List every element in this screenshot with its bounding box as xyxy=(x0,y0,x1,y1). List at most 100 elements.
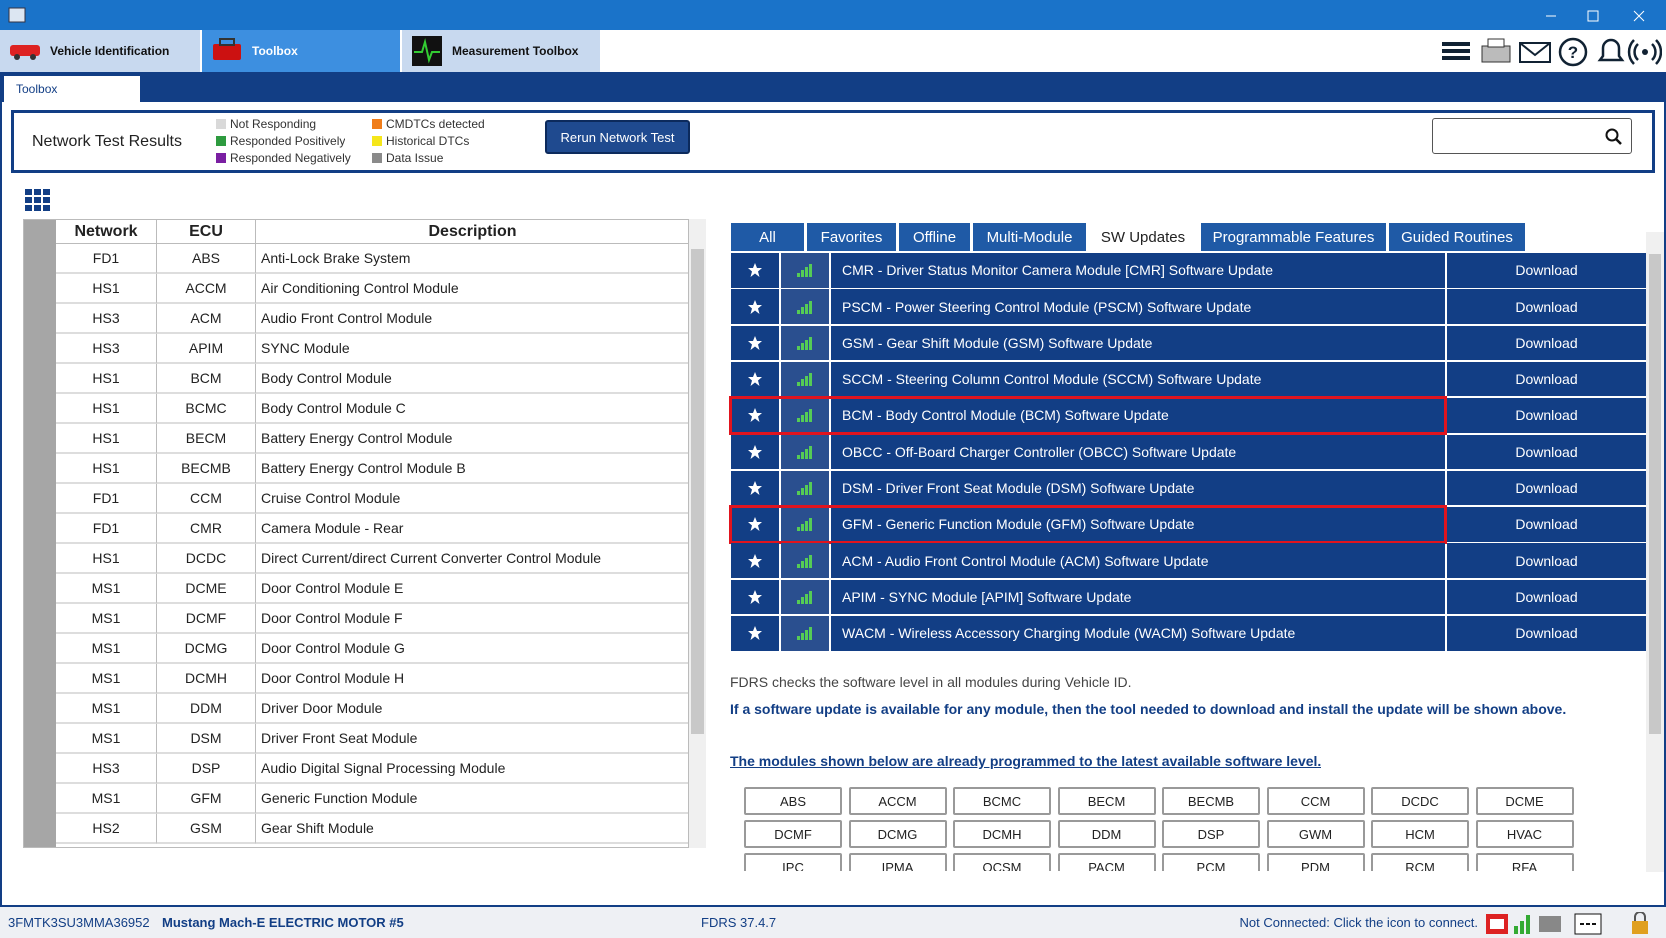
favorite-star[interactable] xyxy=(731,434,779,469)
status-icons[interactable] xyxy=(1485,912,1660,936)
info-link[interactable]: The modules shown below are already prog… xyxy=(730,753,1322,769)
search-box[interactable] xyxy=(1432,118,1632,154)
download-button[interactable]: Download xyxy=(1447,616,1646,651)
favorite-star[interactable] xyxy=(731,470,779,506)
module-button[interactable]: DSP xyxy=(1162,820,1260,848)
description[interactable]: Body Control Module xyxy=(256,364,688,394)
subtab[interactable]: Toolbox xyxy=(4,76,140,102)
update-name[interactable]: DSM - Driver Front Seat Module (DSM) Sof… xyxy=(831,470,1445,506)
description[interactable]: Cruise Control Module xyxy=(256,484,688,514)
page-scrollbar[interactable] xyxy=(1646,232,1664,872)
update-name[interactable]: PSCM - Power Steering Control Module (PS… xyxy=(831,289,1445,324)
download-button[interactable]: Download xyxy=(1447,543,1646,578)
column-header[interactable]: ECU xyxy=(157,220,256,244)
description[interactable]: Air Conditioning Control Module xyxy=(256,274,688,304)
description[interactable]: Camera Module - Rear xyxy=(256,514,688,544)
module-button[interactable]: ACCM xyxy=(848,787,947,815)
module-button[interactable]: DCMF xyxy=(744,820,842,848)
module-button[interactable]: DDM xyxy=(1057,820,1156,848)
module-button[interactable]: CCM xyxy=(1266,787,1365,815)
module-button[interactable]: HCM xyxy=(1371,820,1469,848)
module-button[interactable]: OCSM xyxy=(953,853,1051,871)
main-tab[interactable]: Toolbox xyxy=(202,30,400,72)
download-button[interactable]: Download xyxy=(1447,289,1646,324)
filter-tab[interactable]: Offline xyxy=(899,223,970,251)
module-button[interactable]: PACM xyxy=(1057,853,1156,871)
description[interactable]: Door Control Module F xyxy=(256,604,688,634)
download-button[interactable]: Download xyxy=(1447,507,1646,542)
update-name[interactable]: GFM - Generic Function Module (GFM) Soft… xyxy=(831,507,1445,542)
favorite-star[interactable] xyxy=(731,361,779,397)
download-button[interactable]: Download xyxy=(1447,325,1646,361)
favorite-star[interactable] xyxy=(731,289,779,324)
download-button[interactable]: Download xyxy=(1447,253,1646,288)
description[interactable]: Generic Function Module xyxy=(256,784,688,814)
scroll-thumb[interactable] xyxy=(691,249,704,734)
filter-tab[interactable]: Favorites xyxy=(807,223,896,251)
update-name[interactable]: SCCM - Steering Column Control Module (S… xyxy=(831,361,1445,397)
filter-tab[interactable]: SW Updates xyxy=(1089,223,1197,251)
description[interactable]: Audio Digital Signal Processing Module xyxy=(256,754,688,784)
filter-tab[interactable]: All xyxy=(731,223,804,251)
update-name[interactable]: BCM - Body Control Module (BCM) Software… xyxy=(831,398,1445,433)
description[interactable]: Direct Current/direct Current Converter … xyxy=(256,544,688,574)
update-name[interactable]: CMR - Driver Status Monitor Camera Modul… xyxy=(831,253,1445,288)
connection[interactable]: Not Connected: Click the icon to connect… xyxy=(1239,915,1478,930)
module-button[interactable]: IPMA xyxy=(848,853,947,871)
update-name[interactable]: WACM - Wireless Accessory Charging Modul… xyxy=(831,616,1445,651)
description[interactable]: Driver Front Seat Module xyxy=(256,724,688,754)
module-button[interactable]: BECM xyxy=(1057,787,1156,815)
module-button[interactable]: BCMC xyxy=(953,787,1051,815)
description[interactable]: Anti-Lock Brake System xyxy=(256,244,688,274)
download-button[interactable]: Download xyxy=(1447,579,1646,615)
module-button[interactable]: DCDC xyxy=(1371,787,1469,815)
description[interactable]: SYNC Module xyxy=(256,334,688,364)
description[interactable]: Battery Energy Control Module xyxy=(256,424,688,454)
favorite-star[interactable] xyxy=(731,579,779,615)
column-header[interactable]: Network xyxy=(56,220,157,244)
update-name[interactable]: ACM - Audio Front Control Module (ACM) S… xyxy=(831,543,1445,578)
module-button[interactable]: DCMG xyxy=(848,820,947,848)
download-button[interactable]: Download xyxy=(1447,361,1646,397)
update-name[interactable]: APIM - SYNC Module [APIM] Software Updat… xyxy=(831,579,1445,615)
description[interactable]: Driver Door Module xyxy=(256,694,688,724)
favorite-star[interactable] xyxy=(731,253,779,288)
description[interactable]: Door Control Module H xyxy=(256,664,688,694)
update-name[interactable]: OBCC - Off-Board Charger Controller (OBC… xyxy=(831,434,1445,469)
search-icon[interactable] xyxy=(1605,128,1623,146)
toolbar-icons[interactable]: ? xyxy=(1440,36,1662,68)
grid-icon[interactable] xyxy=(25,189,51,211)
module-button[interactable]: IPC xyxy=(744,853,842,871)
module-button[interactable]: DCMH xyxy=(953,820,1051,848)
main-tab[interactable]: Vehicle Identification xyxy=(0,30,200,72)
favorite-star[interactable] xyxy=(731,543,779,578)
description[interactable]: Door Control Module G xyxy=(256,634,688,664)
download-button[interactable]: Download xyxy=(1447,398,1646,433)
window-controls[interactable] xyxy=(1540,8,1660,24)
favorite-star[interactable] xyxy=(731,325,779,361)
module-button[interactable]: RCM xyxy=(1371,853,1469,871)
description[interactable]: Gear Shift Module xyxy=(256,814,688,844)
description[interactable]: Body Control Module C xyxy=(256,394,688,424)
download-button[interactable]: Download xyxy=(1447,434,1646,469)
scroll-thumb[interactable] xyxy=(1649,254,1661,734)
filter-tab[interactable]: Guided Routines xyxy=(1389,223,1525,251)
module-button[interactable]: PCM xyxy=(1162,853,1260,871)
module-button[interactable]: GWM xyxy=(1266,820,1365,848)
table-scrollbar[interactable] xyxy=(689,219,706,848)
module-button[interactable]: ABS xyxy=(744,787,842,815)
module-button[interactable]: DCME xyxy=(1475,787,1574,815)
module-button[interactable]: RFA xyxy=(1475,853,1574,871)
update-name[interactable]: GSM - Gear Shift Module (GSM) Software U… xyxy=(831,325,1445,361)
favorite-star[interactable] xyxy=(731,507,779,542)
module-button[interactable]: PDM xyxy=(1266,853,1365,871)
download-button[interactable]: Download xyxy=(1447,470,1646,506)
filter-tab[interactable]: Programmable Features xyxy=(1201,223,1386,251)
description[interactable]: Audio Front Control Module xyxy=(256,304,688,334)
rerun-button[interactable]: Rerun Network Test xyxy=(545,120,690,154)
favorite-star[interactable] xyxy=(731,616,779,651)
main-tab[interactable]: Measurement Toolbox xyxy=(402,30,600,72)
column-header[interactable]: Description xyxy=(256,220,688,244)
module-button[interactable]: HVAC xyxy=(1475,820,1574,848)
description[interactable]: Door Control Module E xyxy=(256,574,688,604)
